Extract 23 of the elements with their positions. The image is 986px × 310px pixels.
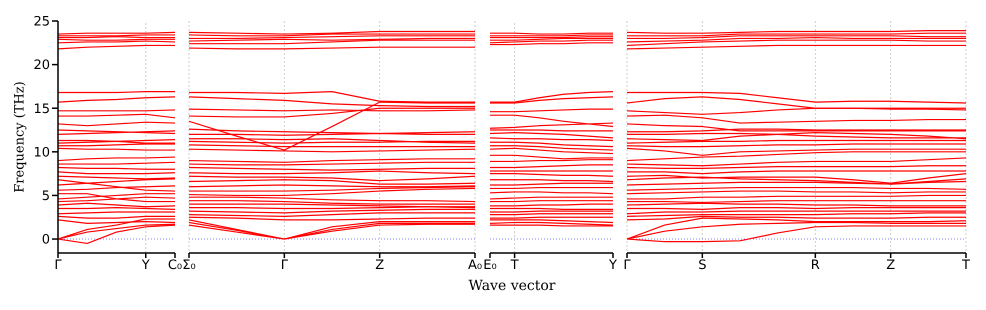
x-tick-label: Z [375,258,384,274]
x-tick-label: A₀ [468,258,482,274]
y-tick-label: 10 [33,145,50,160]
y-tick-label: 15 [33,102,50,117]
x-tick-label: Z [886,258,896,274]
y-tick-label: 20 [33,58,50,74]
x-tick-label: E₀ [483,258,497,274]
x-tick-label: T [510,258,519,274]
y-tick-label: 25 [33,14,50,30]
x-tick-label: C₀ [168,258,182,274]
y-axis-title: Frequency (THz) [12,81,28,193]
y-tick-label: 5 [42,189,50,204]
x-tick-label: Y [608,258,618,274]
x-tick-label: Γ [54,258,62,274]
x-tick-label: Γ [280,258,289,274]
x-tick-label: Σ₀ [182,258,196,274]
x-tick-label: R [810,258,820,274]
x-tick-label: S [698,258,706,274]
y-tick-label: 0 [42,232,50,248]
x-axis-title: Wave vector [468,278,556,294]
x-tick-label: Y [140,258,150,274]
x-tick-label: Γ [623,258,632,274]
x-tick-label: T [961,258,970,274]
